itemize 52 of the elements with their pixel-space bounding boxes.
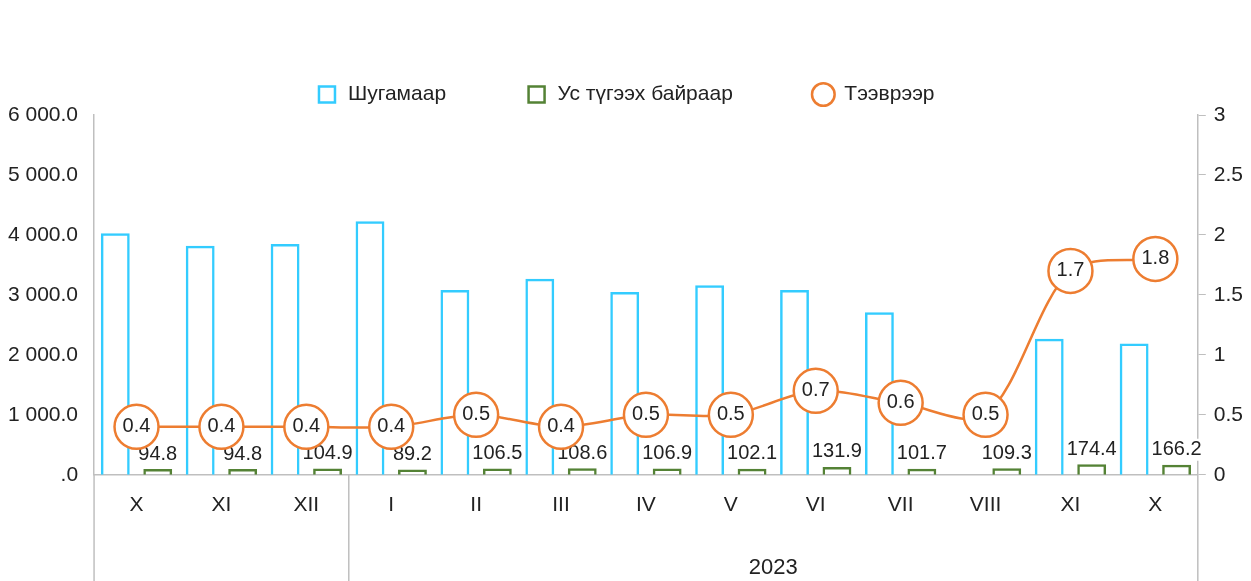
data-label: 0.6 [886,390,915,413]
data-label: 1.8 [1141,246,1170,269]
data-label: 0.5 [632,402,660,425]
x-tick-label: XI [1060,492,1081,516]
y-tick-label: 1 000.0 [7,401,79,425]
data-label: 109.3 [981,440,1032,463]
legend-label: Ус түгээх байраар [557,81,733,105]
y-tick-label: .0 [60,461,79,485]
x-tick-label: XI [211,492,232,516]
x-tick-label: I [388,492,395,516]
data-label: 0.7 [801,378,830,401]
data-label: 0.4 [547,414,575,437]
data-label: 106.5 [472,440,523,463]
x-tick-label: VI [805,492,826,516]
data-label: 0.4 [207,414,236,437]
data-label: 166.2 [1151,437,1202,460]
data-label: 101.7 [896,441,947,464]
y2-tick-label: 1.5 [1213,281,1244,305]
data-label: 0.5 [971,402,1000,425]
data-label: 0.5 [716,402,745,425]
x-tick-label: II [470,492,482,516]
x-tick-label: VIII [969,492,1002,516]
data-label: 0.5 [462,402,491,425]
y2-tick-label: 2.5 [1213,161,1244,185]
y2-tick-label: 0 [1213,461,1226,485]
y-tick-label: 4 000.0 [7,221,79,245]
y2-tick-label: 3 [1213,101,1226,125]
x-tick-label: VII [887,492,914,516]
data-label: 102.1 [727,441,778,464]
y-tick-label: 2 000.0 [7,341,79,365]
x-tick-label: XII [293,492,320,516]
data-label: 1.7 [1056,258,1085,281]
data-label: 174.4 [1066,436,1117,459]
legend-label: Шугамаар [347,81,447,105]
x-tick-label: V [723,492,738,516]
legend-label: Тээврээр [844,81,935,105]
data-label: 0.4 [292,414,321,437]
x-tick-label: X [129,492,144,516]
y2-tick-label: 2 [1213,221,1226,245]
data-label: 0.4 [377,414,406,437]
y-tick-label: 5 000.0 [7,161,79,185]
text: 2023 [748,554,798,580]
data-label: 0.4 [122,414,151,437]
x-tick-label: IV [636,492,656,516]
y2-tick-label: 0.5 [1213,401,1244,425]
x-tick-label: X [1148,492,1163,516]
y2-tick-label: 1 [1213,341,1226,365]
y-tick-label: 6 000.0 [7,101,79,125]
x-tick-label: III [552,492,570,516]
y-tick-label: 3 000.0 [7,281,79,305]
data-label: 106.9 [642,440,693,463]
data-label: 131.9 [811,439,862,462]
